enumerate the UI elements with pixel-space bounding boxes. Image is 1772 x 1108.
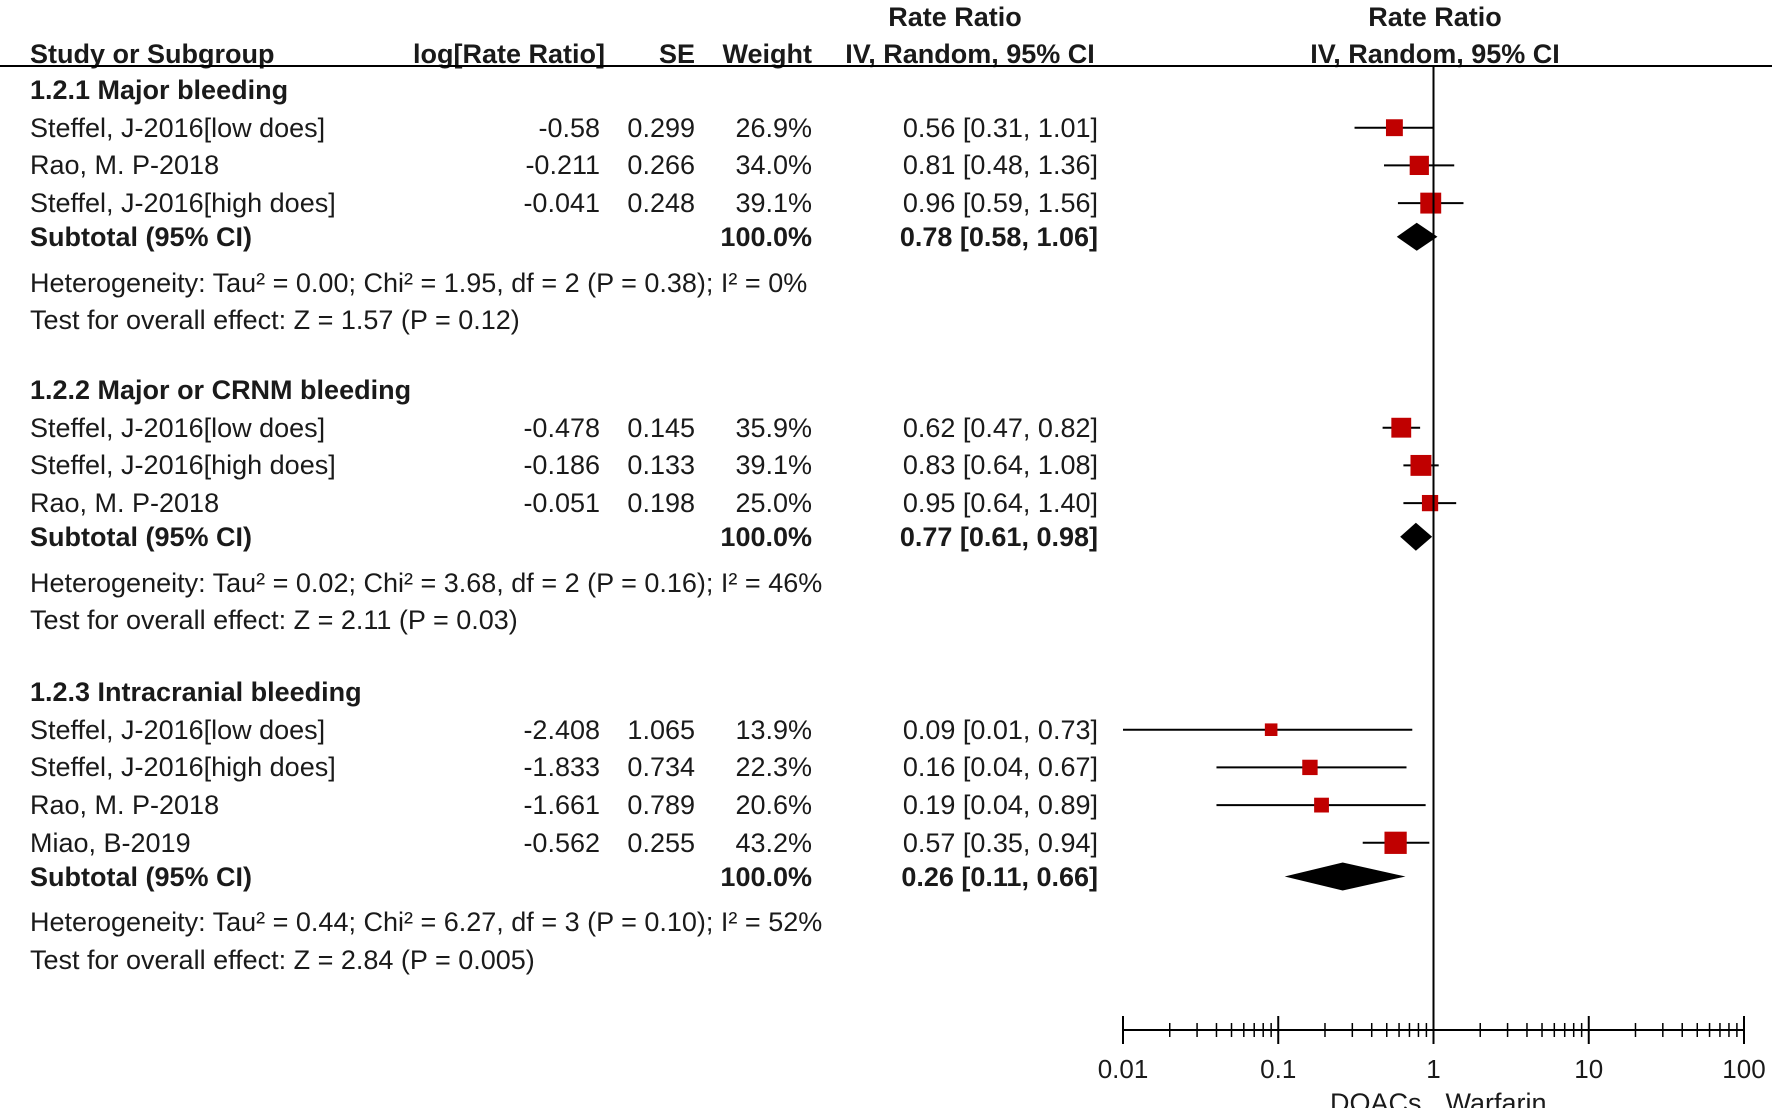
study-log-rate-ratio: -0.478	[523, 412, 600, 443]
study-se: 0.145	[627, 412, 695, 443]
study-name: Rao, M. P-2018	[30, 790, 220, 821]
log-rate-ratio-column-header: log[Rate Ratio]	[413, 39, 605, 69]
study-se: 0.789	[627, 790, 695, 821]
study-rate-ratio-ci: 0.81 [0.48, 1.36]	[902, 150, 1098, 181]
study-weight: 43.2%	[735, 827, 812, 858]
study-se: 0.133	[627, 450, 695, 481]
overall-effect-text: Test for overall effect: Z = 2.11 (P = 0…	[30, 605, 518, 636]
favours-right-label: Warfarin	[1446, 1088, 1547, 1108]
study-name: Steffel, J-2016[high does]	[30, 752, 336, 783]
plot-title: Rate Ratio	[1368, 2, 1502, 32]
study-name: Steffel, J-2016[low does]	[30, 714, 326, 745]
x-tick-label: 1	[1426, 1054, 1440, 1084]
study-se: 0.734	[627, 752, 695, 783]
study-weight: 22.3%	[735, 752, 812, 783]
subtotal-label: Subtotal (95% CI)	[30, 861, 253, 892]
subtotal-rate-ratio-ci: 0.77 [0.61, 0.98]	[899, 521, 1098, 552]
study-rate-ratio-ci: 0.09 [0.01, 0.73]	[902, 714, 1098, 745]
weight-column-header: Weight	[722, 39, 813, 69]
study-name: Miao, B-2019	[30, 827, 191, 858]
study-point-marker	[1409, 155, 1429, 176]
overall-effect-text: Test for overall effect: Z = 2.84 (P = 0…	[30, 944, 535, 975]
favours-left-label: DOACs	[1330, 1088, 1422, 1108]
study-point-marker	[1314, 797, 1329, 813]
subgroup-title: 1.2.2 Major or CRNM bleeding	[30, 375, 412, 405]
study-name: Rao, M. P-2018	[30, 488, 220, 519]
study-point-marker	[1410, 454, 1432, 476]
study-rate-ratio-ci: 0.62 [0.47, 0.82]	[902, 412, 1098, 443]
subtotal-label: Subtotal (95% CI)	[30, 521, 253, 552]
study-rate-ratio-ci: 0.95 [0.64, 1.40]	[902, 488, 1098, 519]
x-tick-label: 0.1	[1260, 1054, 1296, 1084]
study-name: Steffel, J-2016[low does]	[30, 112, 326, 143]
study-log-rate-ratio: -0.051	[523, 488, 600, 519]
study-rate-ratio-ci: 0.57 [0.35, 0.94]	[902, 827, 1098, 858]
study-se: 0.248	[627, 188, 695, 219]
study-point-marker	[1420, 192, 1442, 214]
subtotal-rate-ratio-ci: 0.26 [0.11, 0.66]	[901, 861, 1098, 892]
study-log-rate-ratio: -0.041	[523, 188, 600, 219]
study-name: Steffel, J-2016[low does]	[30, 412, 326, 443]
study-name: Steffel, J-2016[high does]	[30, 188, 336, 219]
study-point-marker	[1421, 494, 1439, 512]
study-weight: 13.9%	[735, 714, 812, 745]
study-weight: 35.9%	[735, 412, 812, 443]
study-point-marker	[1384, 831, 1407, 854]
study-weight: 20.6%	[735, 790, 812, 821]
study-log-rate-ratio: -0.186	[523, 450, 600, 481]
study-se: 0.198	[627, 488, 695, 519]
subtotal-weight: 100.0%	[720, 221, 812, 252]
study-weight: 34.0%	[735, 150, 812, 181]
study-se: 0.255	[627, 827, 695, 858]
study-rate-ratio-ci: 0.16 [0.04, 0.67]	[902, 752, 1098, 783]
study-weight: 25.0%	[735, 488, 812, 519]
x-tick-label: 0.01	[1098, 1054, 1149, 1084]
study-point-marker	[1391, 417, 1412, 438]
subtotal-label: Subtotal (95% CI)	[30, 221, 253, 252]
study-rate-ratio-ci: 0.83 [0.64, 1.08]	[902, 450, 1098, 481]
heterogeneity-text: Heterogeneity: Tau² = 0.44; Chi² = 6.27,…	[30, 907, 823, 938]
x-tick-label: 100	[1722, 1054, 1765, 1084]
subtotal-diamond	[1284, 862, 1406, 891]
rate-ratio-column-title: Rate Ratio	[888, 2, 1022, 32]
study-log-rate-ratio: -0.562	[523, 827, 600, 858]
study-name: Steffel, J-2016[high does]	[30, 450, 336, 481]
study-se: 0.299	[627, 112, 695, 143]
study-se: 0.266	[627, 150, 695, 181]
rate-ratio-column-method: IV, Random, 95% CI	[845, 39, 1095, 69]
study-weight: 26.9%	[735, 112, 812, 143]
subgroup-title: 1.2.3 Intracranial bleeding	[30, 677, 362, 707]
study-point-marker	[1302, 759, 1318, 776]
x-tick-label: 10	[1574, 1054, 1603, 1084]
heterogeneity-text: Heterogeneity: Tau² = 0.02; Chi² = 3.68,…	[30, 567, 823, 598]
study-weight: 39.1%	[735, 188, 812, 219]
study-log-rate-ratio: -0.211	[525, 150, 600, 181]
study-rate-ratio-ci: 0.56 [0.31, 1.01]	[902, 112, 1098, 143]
study-weight: 39.1%	[735, 450, 812, 481]
overall-effect-text: Test for overall effect: Z = 1.57 (P = 0…	[30, 305, 520, 336]
study-rate-ratio-ci: 0.19 [0.04, 0.89]	[902, 790, 1098, 821]
subtotal-diamond	[1396, 222, 1438, 251]
heterogeneity-text: Heterogeneity: Tau² = 0.00; Chi² = 1.95,…	[30, 267, 808, 298]
study-point-marker	[1264, 723, 1278, 736]
study-log-rate-ratio: -1.661	[523, 790, 600, 821]
plot-method: IV, Random, 95% CI	[1310, 39, 1560, 69]
study-log-rate-ratio: -2.408	[523, 714, 600, 745]
study-se: 1.065	[627, 714, 695, 745]
study-rate-ratio-ci: 0.96 [0.59, 1.56]	[902, 188, 1098, 219]
subtotal-weight: 100.0%	[720, 521, 812, 552]
study-column-header: Study or Subgroup	[30, 39, 275, 69]
subtotal-diamond	[1400, 522, 1433, 551]
study-name: Rao, M. P-2018	[30, 150, 220, 181]
subtotal-rate-ratio-ci: 0.78 [0.58, 1.06]	[899, 221, 1098, 252]
subtotal-weight: 100.0%	[720, 861, 812, 892]
study-log-rate-ratio: -1.833	[523, 752, 600, 783]
study-point-marker	[1385, 119, 1403, 137]
study-log-rate-ratio: -0.58	[538, 112, 600, 143]
subgroup-title: 1.2.1 Major bleeding	[30, 75, 289, 105]
se-column-header: SE	[658, 39, 695, 69]
